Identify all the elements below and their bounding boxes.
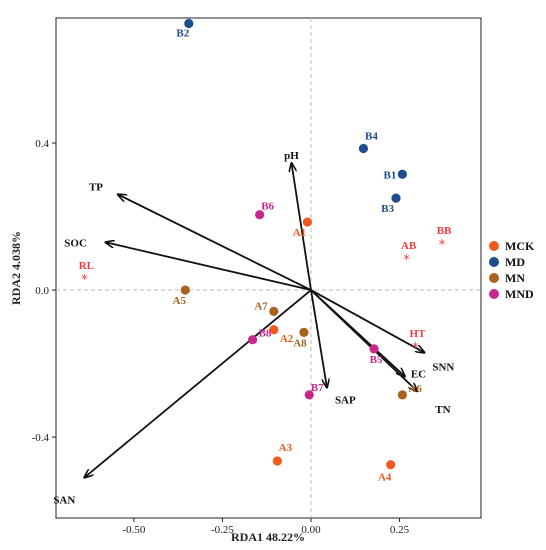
legend-label-mck: MCK <box>505 239 535 253</box>
x-tick-label: -0.50 <box>122 524 145 536</box>
point-label-a3: A3 <box>279 442 293 454</box>
legend-label-md: MD <box>505 255 525 269</box>
point-b7 <box>304 390 314 400</box>
point-b5 <box>369 344 379 354</box>
x-tick-label: 0.00 <box>301 524 321 536</box>
point-label-a6: A6 <box>408 383 422 395</box>
vector-snn <box>310 289 424 353</box>
legend: MCK MD MN MND <box>489 239 535 301</box>
point-a3 <box>272 456 282 466</box>
point-b2 <box>184 18 194 29</box>
y-tick-label: 0.0 <box>35 285 49 297</box>
point-b1 <box>397 169 407 179</box>
species-marker-bb: * <box>439 238 446 253</box>
vector-sap <box>310 289 327 387</box>
plot-panel <box>55 17 482 519</box>
point-b8 <box>247 335 258 345</box>
point-label-b7: B7 <box>311 382 324 394</box>
point-label-a2: A2 <box>280 333 294 345</box>
zero-reference-lines <box>56 18 481 518</box>
species-marker-rl: * <box>81 273 88 288</box>
species-marker-ab: * <box>403 253 410 268</box>
point-a8 <box>299 327 309 337</box>
legend-swatch-mn <box>489 273 499 283</box>
legend-label-mn: MN <box>505 271 525 285</box>
species-markers: *RL *AB *BB*HT <box>79 225 452 356</box>
point-a7 <box>269 306 279 316</box>
point-a4 <box>386 460 396 470</box>
sample-points: A1 A2 A3 A4 B2 B4 B1 B3 A5 A7 A8 A6 B6 B8 B7 B5 <box>173 18 422 484</box>
point-label-b1: B1 <box>384 169 397 181</box>
vector-label-san: SAN <box>53 495 75 507</box>
point-label-b6: B6 <box>261 201 274 213</box>
vector-label-tp: TP <box>89 181 103 193</box>
vector-label-snn: SNN <box>432 362 454 374</box>
point-label-b2: B2 <box>176 28 189 40</box>
point-label-a4: A4 <box>378 472 392 484</box>
legend-swatch-mnd <box>489 289 499 299</box>
point-a6 <box>397 390 407 400</box>
legend-swatch-mck <box>489 241 499 251</box>
point-label-a5: A5 <box>173 295 187 307</box>
y-axis-ticks: -0.4 0.0 0.4 <box>32 138 56 444</box>
vector-label-ec: EC <box>411 368 426 380</box>
species-label-rl: RL <box>79 260 94 272</box>
x-axis-ticks: -0.50 -0.25 0.00 0.25 <box>122 518 410 536</box>
point-b3 <box>391 193 401 203</box>
point-label-b5: B5 <box>370 354 383 366</box>
x-axis-title: RDA1 48.22% <box>231 530 305 544</box>
vector-label-ph: pH <box>284 150 299 162</box>
point-label-a1: A1 <box>293 227 306 239</box>
vector-san <box>84 289 312 478</box>
point-a5 <box>180 285 190 295</box>
point-b4 <box>358 143 369 154</box>
point-label-b3: B3 <box>381 203 394 215</box>
species-label-ht: HT <box>410 328 427 340</box>
vector-tp <box>118 194 312 291</box>
vector-tn <box>310 289 417 391</box>
vector-label-tn: TN <box>435 404 450 416</box>
environment-vectors: pH TP SOC SAN SAP SNN EC TN <box>53 150 454 506</box>
vector-label-soc: SOC <box>64 237 87 249</box>
x-tick-label: 0.25 <box>390 524 410 536</box>
point-label-b8: B8 <box>259 328 272 340</box>
species-label-bb: BB <box>437 225 452 237</box>
vector-soc <box>106 242 312 291</box>
vector-label-sap: SAP <box>335 394 356 406</box>
x-tick-label: -0.25 <box>211 524 234 536</box>
vector-ph <box>292 163 312 291</box>
point-a1 <box>302 217 313 227</box>
legend-label-mnd: MND <box>505 287 534 301</box>
point-label-a8: A8 <box>293 337 307 349</box>
y-tick-label: -0.4 <box>32 432 50 444</box>
point-a2 <box>269 325 279 335</box>
point-b6 <box>255 210 265 220</box>
legend-swatch-md <box>489 257 499 267</box>
species-marker-ht: * <box>412 341 419 356</box>
point-label-b4: B4 <box>365 131 378 143</box>
y-tick-label: 0.4 <box>35 138 49 150</box>
y-axis-title: RDA2 4.038% <box>9 231 23 305</box>
point-label-a7: A7 <box>254 300 268 312</box>
species-label-ab: AB <box>401 240 417 252</box>
